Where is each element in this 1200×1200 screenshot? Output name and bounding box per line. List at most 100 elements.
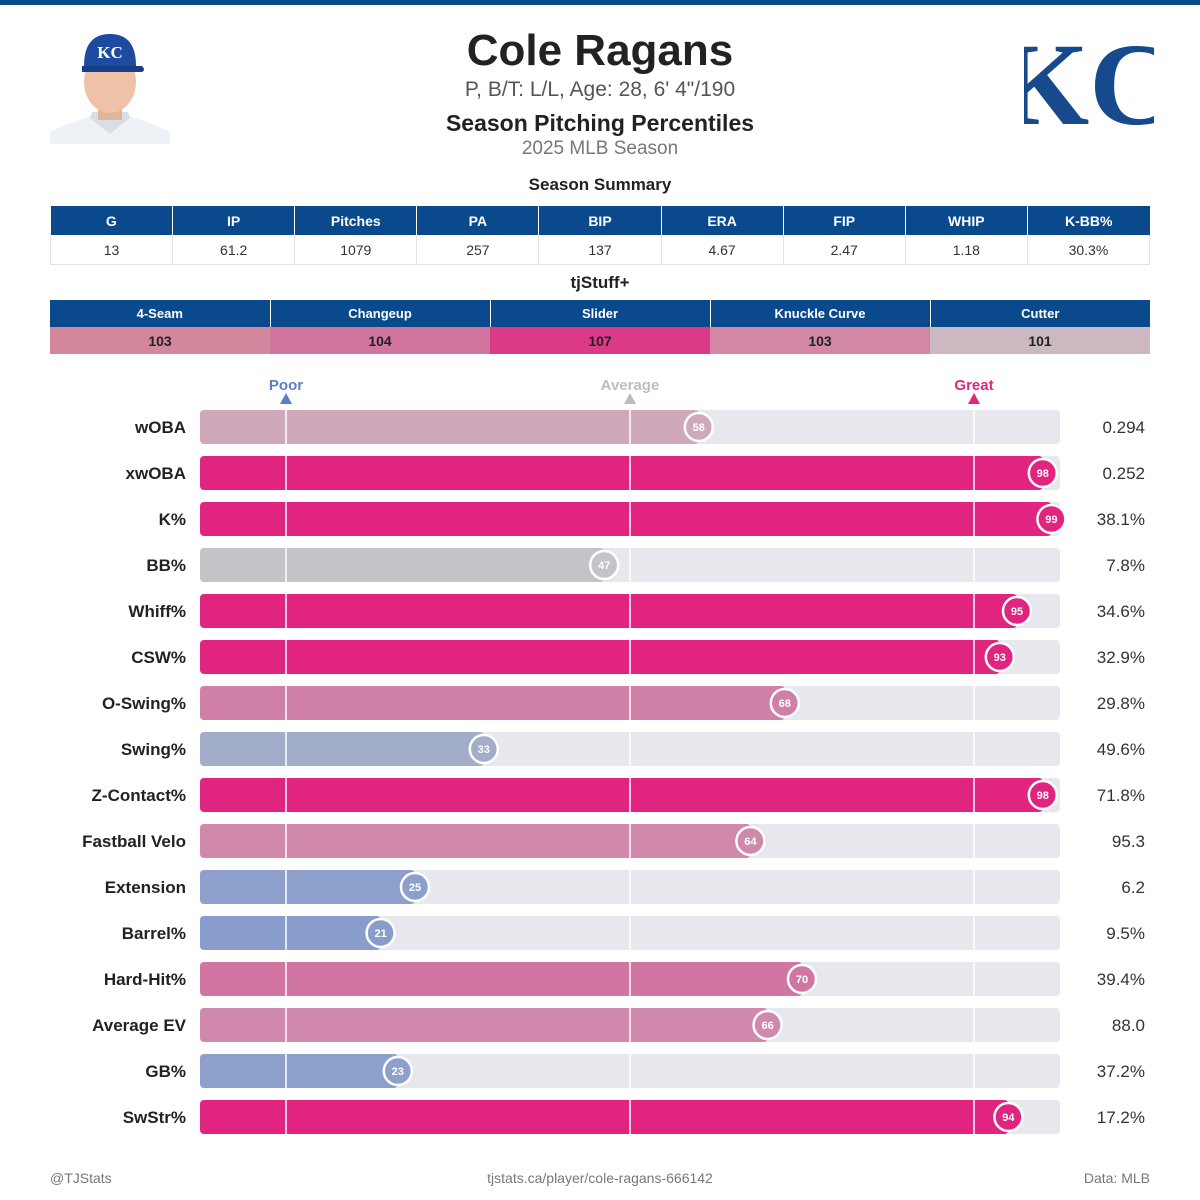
tjstuff-cell-value: 101 (930, 327, 1150, 354)
metric-value: 17.2% (1097, 1108, 1145, 1127)
percentile-label: 47 (598, 560, 610, 572)
metric-value: 29.8% (1097, 694, 1145, 713)
percentile-circle (468, 733, 500, 765)
percentile-bar (200, 1008, 768, 1042)
player-name: Cole Ragans (466, 26, 734, 75)
percentile-bar (200, 686, 785, 720)
percentile-circle (1027, 779, 1059, 811)
summary-cell-header: Pitches (294, 206, 418, 235)
percentile-circle (382, 1055, 414, 1087)
percentile-label: 98 (1037, 790, 1049, 802)
top-accent-line (0, 0, 1200, 5)
marker-triangle-poor (280, 393, 292, 404)
summary-value-row: 13 61.2 1079 257 137 4.67 2.47 1.18 30.3% (49, 235, 1151, 265)
percentile-circle (365, 917, 396, 949)
team-logo: KC (998, 19, 1175, 150)
percentile-label: 98 (1037, 468, 1049, 480)
player-headshot: KC (50, 22, 170, 144)
summary-header-row: G IP Pitches PA BIP ERA FIP WHIP K-BB% (50, 206, 1150, 235)
percentile-bar (200, 594, 1017, 628)
percentile-bar (200, 732, 484, 766)
percentile-label: 99 (1045, 514, 1057, 526)
metric-value: 7.8% (1106, 556, 1145, 575)
percentile-bar (200, 456, 1043, 490)
summary-cell-value: 137 (538, 235, 662, 265)
tjstuff-cell-header: Slider (490, 300, 711, 327)
metric-value: 9.5% (1106, 924, 1145, 943)
percentile-bar (200, 502, 1052, 536)
season-summary-table: G IP Pitches PA BIP ERA FIP WHIP K-BB% 13 61.2 107… (49, 206, 1151, 265)
metric-label: Barrel% (122, 924, 186, 943)
percentile-label: 93 (994, 652, 1006, 664)
percentile-bar (200, 640, 1000, 674)
metric-label: K% (159, 510, 186, 529)
metric-label: Average EV (92, 1016, 187, 1035)
tjstuff-cell-header: Changeup (270, 300, 491, 327)
marker-label-great: Great (954, 377, 993, 394)
percentile-bar (200, 870, 415, 904)
summary-cell-header: BIP (538, 206, 662, 235)
tjstuff-cell-value: 103 (50, 327, 270, 354)
summary-cell-header: G (50, 206, 174, 235)
summary-cell-header: PA (416, 206, 540, 235)
tjstuff-title: tjStuff+ (570, 273, 630, 292)
metric-value: 6.2 (1121, 878, 1145, 897)
metric-value: 0.252 (1102, 464, 1145, 483)
percentile-circle (786, 963, 818, 995)
metric-value: 49.6% (1097, 740, 1145, 759)
percentile-circle (683, 411, 715, 443)
tjstuff-table: 4-Seam Changeup Slider Knuckle Curve Cutter … (50, 300, 1150, 354)
percentile-label: 33 (478, 744, 490, 756)
percentile-bar (200, 1054, 398, 1088)
percentile-label: 25 (409, 882, 421, 894)
summary-cell-header: ERA (661, 206, 784, 235)
metric-label: Hard-Hit% (104, 970, 186, 989)
marker-label-poor: Poor (269, 377, 303, 394)
summary-cell-value: 257 (416, 235, 540, 265)
metric-label: Whiff% (128, 602, 186, 621)
metric-label: Fastball Velo (82, 832, 186, 851)
percentile-bar (200, 824, 751, 858)
metric-label: O-Swing% (102, 694, 186, 713)
metric-value: 34.6% (1097, 602, 1145, 621)
metric-label: CSW% (131, 648, 186, 667)
tjstuff-cell-value: 107 (490, 327, 710, 354)
season-label: 2025 MLB Season (521, 138, 679, 159)
percentile-circle (1001, 595, 1033, 627)
metric-value: 95.3 (1112, 832, 1145, 851)
tjstuff-cell-value: 104 (270, 327, 490, 354)
percentile-bar (200, 778, 1043, 812)
percentile-circle (735, 825, 766, 857)
percentile-circle (752, 1009, 783, 1041)
metric-label: xwOBA (126, 464, 186, 483)
metric-label: BB% (146, 556, 186, 575)
percentile-circle (993, 1101, 1024, 1133)
tjstuff-cell-value: 103 (710, 327, 930, 354)
summary-cell-value: 2.47 (782, 235, 906, 265)
tjstuff-value-row: 103 104 107 103 101 (50, 327, 1150, 354)
percentile-label: 23 (392, 1066, 404, 1078)
svg-text:KC: KC (1024, 24, 1154, 144)
summary-cell-value: 13 (49, 235, 174, 265)
percentile-label: 21 (374, 928, 386, 940)
summary-cell-value: 1079 (294, 235, 418, 265)
percentile-label: 66 (761, 1020, 773, 1032)
summary-cell-header: K-BB% (1027, 206, 1150, 235)
metric-value: 32.9% (1097, 648, 1145, 667)
tjstuff-cell-header: Knuckle Curve (710, 300, 931, 327)
percentile-bar (200, 548, 605, 582)
percentile-circle (399, 871, 431, 903)
marker-label-average: Average (601, 377, 660, 394)
percentile-bar (200, 916, 381, 950)
percentile-label: 68 (779, 698, 791, 710)
tjstuff-header-row: 4-Seam Changeup Slider Knuckle Curve Cutter (50, 300, 1150, 327)
summary-cell-header: FIP (783, 206, 906, 235)
metric-label: SwStr% (123, 1108, 186, 1127)
metric-label: wOBA (134, 418, 186, 437)
footer-url: tjstats.ca/player/cole-ragans-666142 (487, 1170, 713, 1186)
percentile-label: 58 (693, 422, 705, 434)
percentile-circle (588, 549, 620, 581)
percentile-label: 94 (1002, 1112, 1015, 1124)
percentile-circle (984, 641, 1016, 673)
